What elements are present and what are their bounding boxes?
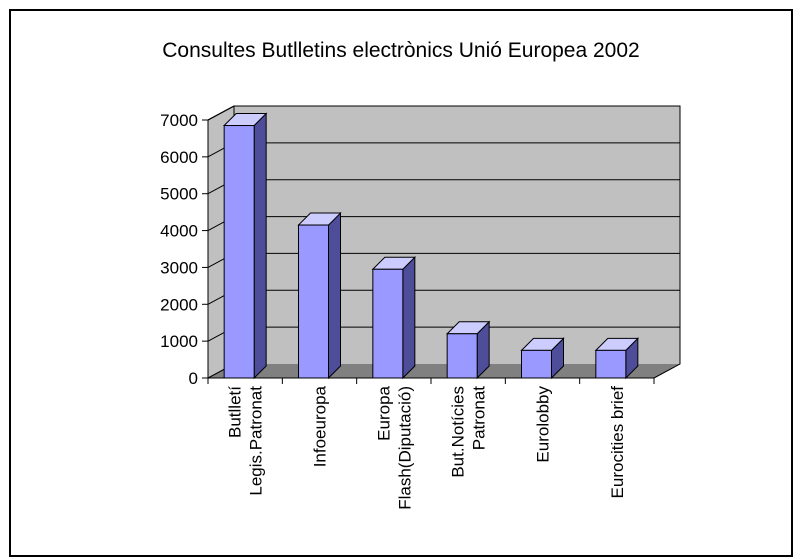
y-tick-label: 1000 [160,332,198,351]
y-tick-label: 2000 [160,295,198,314]
x-tick-label-line: Butlletí [226,386,245,438]
wall-outline [207,105,681,379]
x-tick-label-line: Patronat [470,386,489,451]
y-tick-label: 6000 [160,148,198,167]
plot-area: 0 1000 2000 3000 4000 5000 6000 7000 Butlletí Leg… [160,105,681,510]
x-tick-label-line: Flash(Diputació) [395,386,414,510]
bar-side [402,256,416,380]
bar [372,268,404,379]
x-tick-label: Butlletí Legis.Patronat [226,386,266,496]
y-tick-label: 3000 [160,258,198,277]
bar [446,333,478,379]
x-tick-label-line: Eurocities brief [608,386,627,499]
y-tick-label: 5000 [160,185,198,204]
x-tick-label-line: Legis.Patronat [247,386,266,496]
y-tick-label: 4000 [160,222,198,241]
chart-title: Consultes Butlletins electrònics Unió Eu… [162,39,639,62]
x-tick-label: Infoeuropa [311,385,330,467]
x-tick-label-line: But.Notícies [449,386,468,478]
bar-side [328,211,341,380]
bar [223,125,255,379]
bar [298,224,329,379]
y-tick-label: 0 [189,369,198,388]
bar [595,349,627,379]
bar-side [253,112,267,380]
y-tick-label: 7000 [160,111,198,130]
x-tick-label: Eurocities brief [608,386,627,499]
x-tick-label: But.Notícies Patronat [449,386,489,478]
x-tick-label: Europa Flash(Diputació) [374,385,414,509]
bar [521,349,552,379]
x-tick-label-line: Europa [374,385,393,440]
x-tick-label-line: Eurolobby [534,386,553,463]
chart-back-wall [208,106,680,378]
x-tick-label-line: Infoeuropa [311,385,330,467]
x-tick-label: Eurolobby [534,386,553,463]
